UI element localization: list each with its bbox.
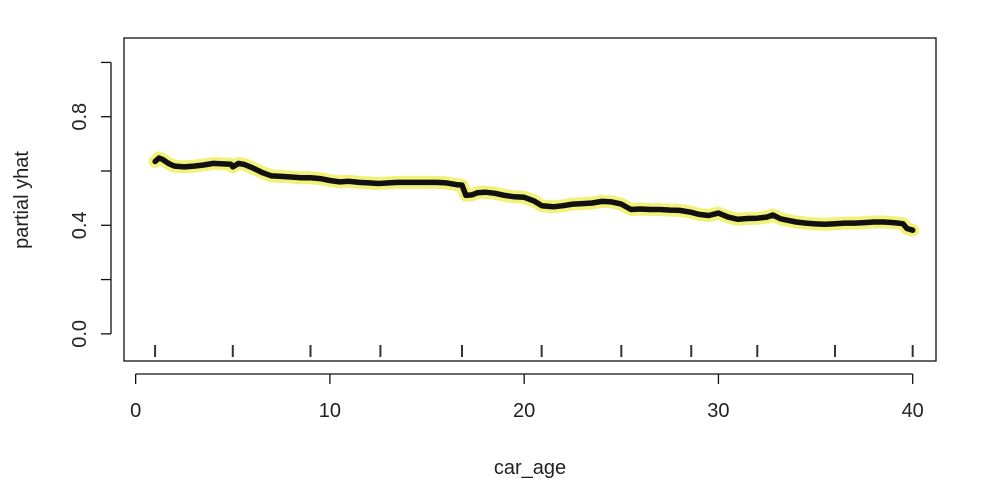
- y-tick-label: 0.4: [69, 211, 91, 239]
- y-tick-label: 0.0: [69, 320, 91, 348]
- series-group: [148, 151, 920, 237]
- y-axis: 0.0 0.4 0.8: [69, 61, 112, 348]
- x-tick-label: 20: [513, 400, 535, 422]
- x-tick-label: 30: [707, 400, 729, 422]
- y-axis-label: partial yhat: [11, 151, 33, 249]
- rug: [154, 345, 914, 357]
- series-line: [152, 155, 916, 233]
- x-tick-label: 0: [130, 400, 141, 422]
- x-tick-label: 10: [319, 400, 341, 422]
- plot-box: [123, 37, 937, 362]
- y-tick-label: 0.8: [69, 103, 91, 131]
- x-axis: 0 10 20 30 40: [130, 373, 924, 422]
- x-axis-label: car_age: [494, 457, 566, 479]
- series-halo: [148, 151, 920, 237]
- x-tick-label: 40: [902, 400, 924, 422]
